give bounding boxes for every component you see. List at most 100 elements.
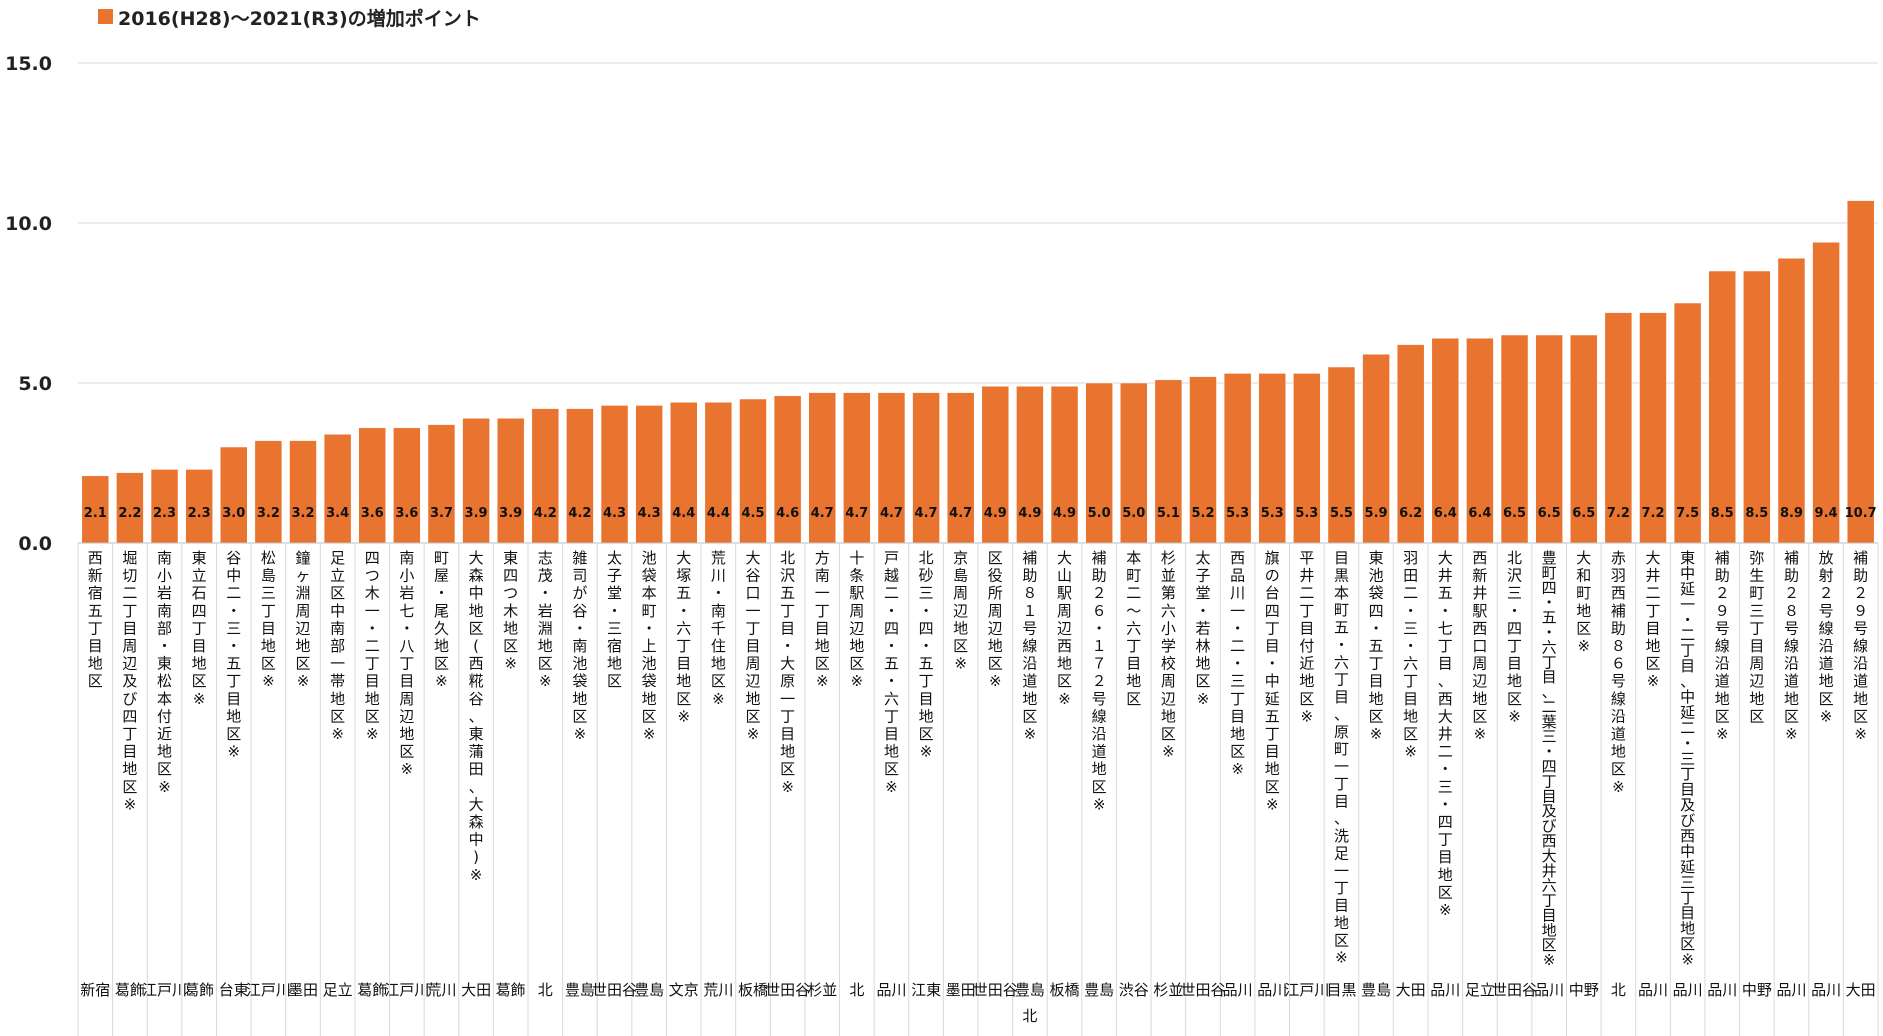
data-label: 5.3 — [1226, 506, 1249, 521]
data-label: 3.4 — [326, 506, 349, 521]
bar — [670, 401, 698, 544]
data-label: 6.5 — [1538, 506, 1561, 521]
x-tick-label: 目黒本町五・六丁目、原町一丁目、洗足一丁目地区※ — [1334, 549, 1349, 967]
bar — [1466, 337, 1494, 544]
bar — [1016, 385, 1044, 544]
data-label: 4.7 — [811, 506, 834, 521]
x-tick-label: 本町二～六丁目地区 — [1126, 549, 1141, 708]
x-tick-label: 豊町四・五・六丁目、二葉三・四丁目及び西大井六丁目地区※ — [1542, 549, 1557, 969]
bar — [877, 392, 906, 544]
ward-label: 墨田 — [946, 981, 976, 999]
data-label: 2.3 — [188, 506, 211, 521]
x-tick-label: 羽田二・三・六丁目地区※ — [1403, 549, 1418, 761]
x-tick-label: 東池袋四・五丁目地区※ — [1369, 549, 1384, 743]
data-label: 3.7 — [430, 506, 453, 521]
ward-label: 豊島 — [1084, 981, 1114, 999]
ward-label: 大田 — [1846, 981, 1876, 999]
ward-label: 杉並 — [1153, 981, 1183, 999]
data-label: 2.2 — [118, 506, 141, 521]
bar — [254, 440, 283, 544]
x-tick-label: 補助２９号線沿道地区※ — [1715, 549, 1730, 743]
data-label: 4.7 — [880, 506, 903, 521]
bar — [185, 469, 213, 544]
ward-label: 北 — [1611, 981, 1626, 999]
bar — [1777, 257, 1806, 544]
ward-label: 品川 — [1638, 981, 1668, 999]
bar — [1570, 334, 1598, 544]
data-label: 8.5 — [1745, 506, 1768, 521]
x-tick-label: 大谷口一丁目周辺地区※ — [745, 549, 760, 743]
bar — [843, 392, 871, 544]
ward-label: 江戸川 — [384, 981, 429, 999]
x-tick-label: 東立石四丁目地区※ — [192, 549, 207, 708]
data-label: 4.2 — [568, 506, 591, 521]
bar — [635, 405, 663, 544]
data-label: 3.6 — [395, 506, 418, 521]
bar — [323, 433, 352, 544]
bar — [1120, 382, 1148, 544]
data-label: 3.9 — [465, 506, 488, 521]
data-label: 5.3 — [1295, 506, 1318, 521]
x-tick-label: 堀切二丁目周辺及び四丁目地区※ — [122, 549, 137, 813]
x-tick-label: 放射２号線沿道地区※ — [1819, 549, 1834, 725]
ward-label: 台東 — [219, 981, 249, 999]
data-label: 4.9 — [1018, 506, 1041, 521]
ward-label: 渋谷 — [1119, 981, 1149, 999]
x-tick-label: 池袋本町・上池袋地区※ — [642, 549, 657, 743]
x-tick-label: 方南一丁目地区※ — [815, 549, 830, 690]
x-tick-label: 荒川・南千住地区※ — [711, 549, 726, 708]
ward-label: 新宿 — [80, 981, 110, 999]
ward-label: 品川 — [1811, 981, 1841, 999]
data-label: 5.0 — [1122, 506, 1145, 521]
data-label: 5.1 — [1157, 506, 1180, 521]
bar — [462, 417, 490, 544]
bar — [704, 401, 733, 544]
data-label: 8.9 — [1780, 506, 1803, 521]
x-tick-label: 大森中地区(西糀谷、東蒲田、大森中) ※ — [469, 549, 484, 884]
x-tick-label: 太子堂・三宿地区 — [607, 549, 622, 690]
x-tick-label: 足立区中南部一帯地区※ — [330, 549, 345, 743]
x-tick-label: 東四つ木地区※ — [503, 549, 518, 673]
bars: 2.1 2.2 2.3 2.3 3.0 3.2 3.2 3.4 3.6 3.6 3.7 3.9 3.9 4… — [81, 200, 1877, 544]
data-label: 4.3 — [603, 506, 626, 521]
ward-label: 板橋 — [738, 981, 768, 999]
data-label: 7.5 — [1676, 506, 1699, 521]
x-tick-label: 北沢三・四丁目地区※ — [1507, 549, 1522, 725]
y-tick-label: 10.0 — [5, 213, 52, 235]
x-tick-label: 東中延一・二丁目、中延二・三丁目及び西中延三丁目地区※ — [1680, 549, 1695, 969]
data-label: 5.3 — [1261, 506, 1284, 521]
data-label: 4.7 — [845, 506, 868, 521]
bar — [496, 417, 525, 544]
bar — [739, 398, 767, 544]
ward-label: 江東 — [911, 981, 941, 999]
bar — [1812, 241, 1840, 544]
data-label: 4.3 — [638, 506, 661, 521]
x-tick-label: 戸越二・四・五・六丁目地区※ — [884, 549, 899, 796]
x-tick-label: 雑司が谷・南池袋地区※ — [572, 549, 587, 743]
data-label: 6.4 — [1468, 506, 1491, 521]
x-tick-label: 区役所周辺地区※ — [988, 549, 1003, 690]
bar — [1362, 353, 1390, 544]
data-label: 4.7 — [949, 506, 972, 521]
ward-label: 品川 — [1776, 981, 1806, 999]
data-label: 4.9 — [984, 506, 1007, 521]
x-tick-label: 旗の台四丁目・中延五丁目地区※ — [1265, 549, 1280, 813]
data-label: 6.4 — [1434, 506, 1457, 521]
data-label: 6.2 — [1399, 506, 1422, 521]
data-label: 2.1 — [84, 506, 107, 521]
bar — [150, 469, 179, 544]
ward-label: 目黒 — [1326, 981, 1356, 999]
ward-label: 品川 — [876, 981, 906, 999]
x-tick-label: 大塚五・六丁目地区※ — [676, 549, 691, 725]
legend-swatch — [98, 9, 113, 24]
x-tick-label: 補助２９号線沿道地区※ — [1853, 549, 1868, 743]
data-label: 4.4 — [672, 506, 695, 521]
bar — [1708, 270, 1736, 544]
bar — [220, 446, 248, 544]
x-tick-label: 大和町地区※ — [1576, 549, 1591, 655]
x-tick-label: 赤羽西補助８６号線沿道地区※ — [1611, 549, 1626, 796]
bar — [1500, 334, 1529, 544]
bar — [566, 408, 594, 544]
legend-label: 2016(H28)～2021(R3)の増加ポイント — [118, 7, 481, 30]
